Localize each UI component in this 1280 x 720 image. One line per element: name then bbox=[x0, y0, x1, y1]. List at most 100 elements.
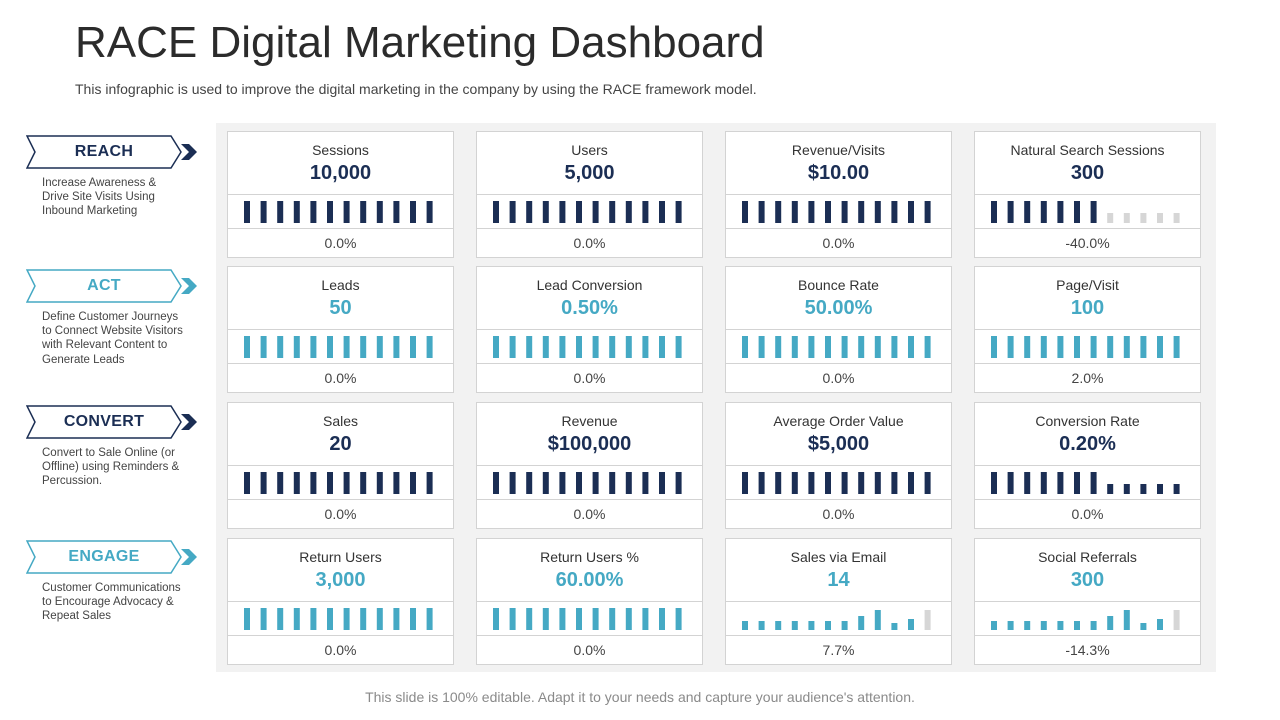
kpi-header: Average Order Value $5,000 bbox=[726, 403, 951, 466]
kpi-header: Sales via Email 14 bbox=[726, 539, 951, 602]
stage-description-line: Customer Communications bbox=[42, 582, 181, 594]
kpi-bar bbox=[642, 201, 649, 223]
kpi-value: 0.50% bbox=[561, 297, 618, 319]
kpi-bar bbox=[1040, 201, 1047, 223]
footer-note: This slide is 100% editable. Adapt it to… bbox=[365, 689, 915, 705]
kpi-bar bbox=[1090, 201, 1097, 223]
kpi-bar bbox=[327, 201, 333, 223]
kpi-bar bbox=[542, 201, 549, 223]
kpi-bar bbox=[1074, 472, 1080, 494]
kpi-bar bbox=[559, 201, 566, 223]
kpi-bar bbox=[244, 472, 250, 494]
kpi-name: Sessions bbox=[312, 142, 369, 158]
kpi-bar-strip bbox=[228, 466, 453, 500]
kpi-bar bbox=[1157, 484, 1163, 494]
kpi-bar bbox=[1173, 484, 1180, 494]
kpi-bar bbox=[825, 621, 831, 630]
kpi-bar bbox=[1007, 472, 1014, 494]
kpi-header: Bounce Rate 50.00% bbox=[726, 267, 951, 330]
kpi-header: Sessions 10,000 bbox=[228, 132, 453, 195]
stage-label: ACT bbox=[87, 277, 121, 294]
kpi-bar bbox=[410, 472, 416, 494]
kpi-bar bbox=[293, 201, 300, 223]
kpi-bar-strip bbox=[228, 330, 453, 364]
kpi-bar bbox=[360, 336, 367, 358]
kpi-bar bbox=[841, 336, 848, 358]
kpi-bar bbox=[576, 608, 582, 630]
kpi-bar bbox=[393, 201, 400, 223]
kpi-bar bbox=[675, 201, 682, 223]
kpi-name: Bounce Rate bbox=[798, 277, 879, 293]
kpi-bar bbox=[310, 608, 317, 630]
kpi-bar bbox=[526, 336, 533, 358]
stage-description-line: with Relevant Content to bbox=[42, 339, 168, 352]
kpi-bar bbox=[659, 472, 665, 494]
stage-description-line: Generate Leads bbox=[42, 353, 125, 366]
kpi-bar bbox=[376, 336, 383, 358]
kpi-bar bbox=[1140, 484, 1147, 494]
kpi-card: Lead Conversion 0.50% 0.0% bbox=[476, 266, 703, 393]
kpi-bar bbox=[410, 608, 416, 630]
kpi-bar bbox=[609, 201, 616, 223]
kpi-bar bbox=[592, 608, 599, 630]
kpi-bar bbox=[376, 472, 383, 494]
kpi-bar bbox=[293, 608, 300, 630]
kpi-change: 0.0% bbox=[573, 370, 606, 386]
kpi-value: 50 bbox=[329, 297, 352, 319]
dashboard-panel: Sessions 10,000 0.0% Users 5,000 0.0% Revenue/… bbox=[216, 123, 1216, 672]
kpi-bar bbox=[1157, 213, 1163, 223]
kpi-bar bbox=[592, 201, 599, 223]
kpi-bar bbox=[1107, 213, 1114, 223]
kpi-header: Return Users 3,000 bbox=[228, 539, 453, 602]
kpi-bar-chart bbox=[742, 201, 931, 223]
kpi-card: Bounce Rate 50.00% 0.0% bbox=[725, 266, 952, 393]
kpi-bar bbox=[559, 608, 566, 630]
kpi-bar bbox=[260, 201, 267, 223]
stage-description: Define Customer Journeys to Connect Websi… bbox=[42, 310, 212, 367]
kpi-bar bbox=[1123, 336, 1130, 358]
chevron-right-icon bbox=[181, 278, 197, 294]
kpi-bar bbox=[742, 621, 748, 630]
kpi-bar bbox=[775, 336, 782, 358]
kpi-bar bbox=[642, 472, 649, 494]
kpi-change: 0.0% bbox=[324, 370, 357, 386]
kpi-bar bbox=[609, 336, 616, 358]
kpi-card: Return Users 3,000 0.0% bbox=[227, 538, 454, 665]
kpi-bar-strip bbox=[975, 602, 1200, 636]
kpi-card: Natural Search Sessions 300 -40.0% bbox=[974, 131, 1201, 258]
kpi-card: Sessions 10,000 0.0% bbox=[227, 131, 454, 258]
kpi-bar-strip bbox=[228, 602, 453, 636]
kpi-bar bbox=[908, 472, 914, 494]
kpi-bar bbox=[1057, 621, 1064, 630]
kpi-bar bbox=[625, 336, 632, 358]
kpi-bar bbox=[791, 472, 798, 494]
kpi-change: 2.0% bbox=[1071, 370, 1104, 386]
kpi-bar-chart bbox=[742, 472, 931, 494]
chevron-right-icon bbox=[181, 549, 197, 565]
kpi-bar bbox=[343, 336, 350, 358]
kpi-bar bbox=[858, 201, 865, 223]
kpi-name: Natural Search Sessions bbox=[1010, 142, 1165, 158]
kpi-bar bbox=[293, 336, 300, 358]
kpi-bar bbox=[841, 472, 848, 494]
kpi-value: 300 bbox=[1070, 569, 1105, 591]
kpi-bar bbox=[1040, 621, 1047, 630]
kpi-bar-chart bbox=[493, 201, 682, 223]
kpi-change: 0.0% bbox=[324, 642, 357, 658]
kpi-bar bbox=[426, 472, 433, 494]
kpi-bar-chart bbox=[493, 336, 682, 358]
stage-chevron-icon bbox=[26, 540, 197, 574]
stage-description-line: Convert to Sale Online (or bbox=[42, 447, 175, 459]
kpi-bar bbox=[642, 608, 649, 630]
kpi-bar bbox=[758, 336, 765, 358]
kpi-header: Social Referrals 300 bbox=[975, 539, 1200, 602]
kpi-name: Sales bbox=[322, 413, 359, 429]
kpi-change: 0.0% bbox=[324, 506, 357, 522]
kpi-card: Revenue $100,000 0.0% bbox=[476, 402, 703, 529]
kpi-bar bbox=[1107, 336, 1114, 358]
kpi-value: 14 bbox=[827, 569, 850, 591]
kpi-value: 50.00% bbox=[804, 297, 873, 319]
kpi-bar bbox=[924, 336, 931, 358]
kpi-bar-strip bbox=[975, 330, 1200, 364]
kpi-bar-chart bbox=[244, 201, 433, 223]
